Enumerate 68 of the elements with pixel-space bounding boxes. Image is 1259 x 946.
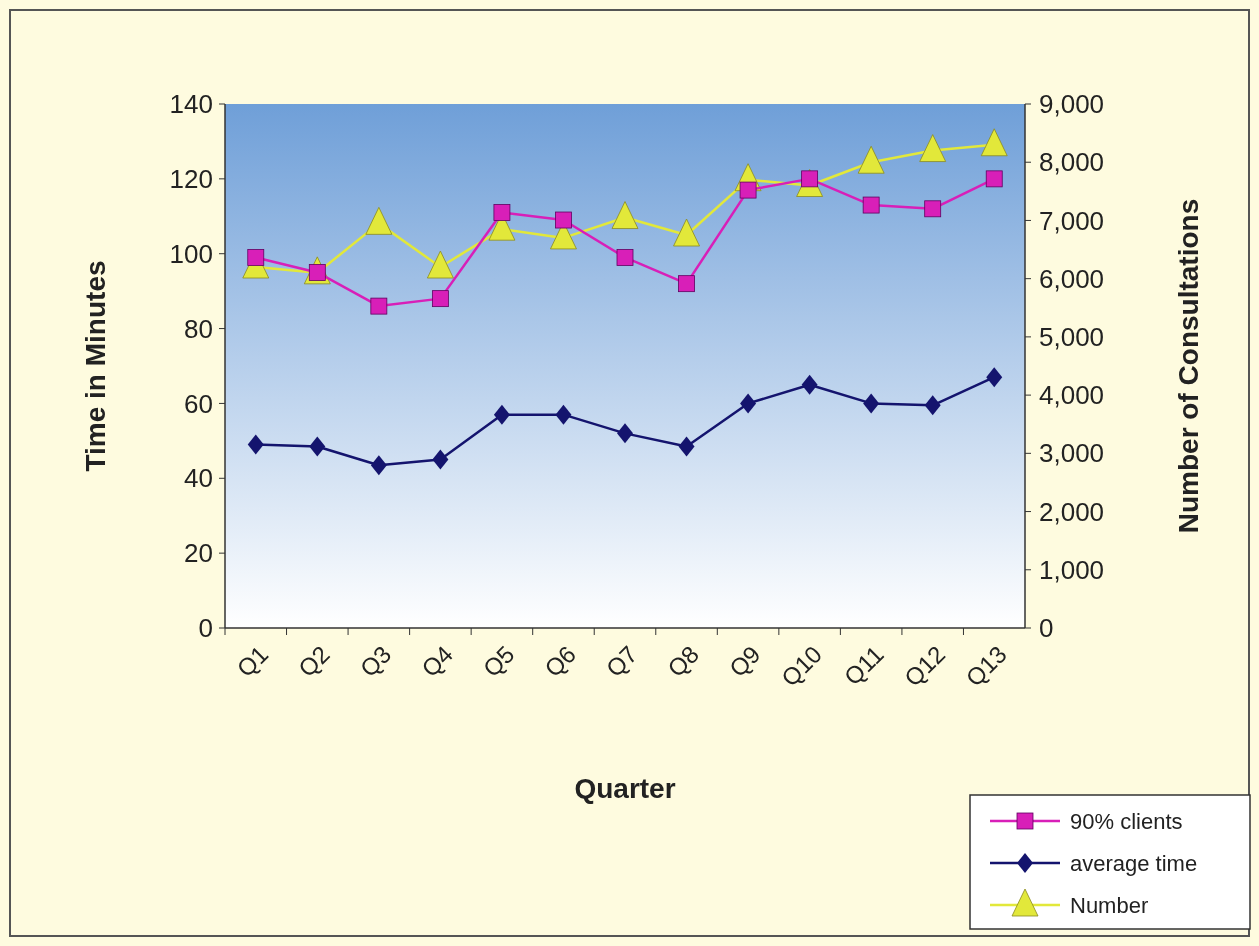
point — [611, 201, 639, 229]
point — [493, 404, 510, 425]
point — [980, 128, 1008, 157]
x-tick-label: Q4 — [416, 640, 458, 683]
y-tick-label: 120 — [169, 163, 213, 194]
point — [985, 170, 1003, 188]
point — [426, 250, 454, 279]
point — [370, 455, 387, 476]
y2-tick-label: 8,000 — [1039, 147, 1105, 178]
y-tick-label: 60 — [184, 388, 213, 419]
y-tick-label: 100 — [169, 238, 213, 269]
y2-axis-title: Number of Consultations — [1173, 198, 1204, 534]
point — [247, 434, 264, 455]
point — [862, 196, 880, 214]
y2-tick-label: 9,000 — [1039, 89, 1105, 120]
y2-tick-label: 1,000 — [1039, 554, 1105, 585]
y2-tick-label: 3,000 — [1039, 438, 1105, 469]
x-tick-label: Q5 — [477, 640, 520, 683]
x-tick-label: Q11 — [838, 640, 889, 691]
point — [555, 404, 572, 425]
point — [247, 249, 265, 266]
x-tick-label: Q8 — [662, 640, 705, 683]
x-tick-label: Q1 — [231, 640, 274, 683]
legend-label: 90% clients — [1070, 808, 1183, 834]
y-tick-label: 20 — [184, 538, 213, 569]
y-axis-title: Time in Minutes — [80, 260, 111, 472]
x-tick-label: Q12 — [898, 640, 951, 692]
point — [919, 134, 947, 162]
y2-tick-label: 7,000 — [1039, 205, 1105, 236]
x-tick-label: Q2 — [293, 640, 335, 683]
point — [616, 249, 634, 266]
legend-label: average time — [1070, 850, 1198, 876]
point — [739, 181, 757, 199]
legend-label: Number — [1070, 892, 1149, 918]
point — [555, 211, 572, 229]
x-tick-label: Q9 — [723, 640, 766, 683]
y2-tick-label: 4,000 — [1039, 380, 1105, 411]
point — [924, 395, 941, 416]
y2-tick-label: 0 — [1039, 613, 1054, 644]
y-tick-label: 0 — [198, 613, 213, 644]
y2-tick-label: 2,000 — [1039, 496, 1105, 527]
x-tick-label: Q3 — [354, 640, 397, 683]
point — [431, 290, 449, 308]
point — [678, 275, 695, 293]
y-tick-label: 80 — [184, 313, 213, 344]
point — [986, 367, 1003, 388]
point — [801, 374, 818, 395]
point — [857, 145, 885, 174]
point — [924, 200, 942, 218]
point — [673, 218, 700, 247]
x-tick-label: Q10 — [775, 640, 828, 692]
point — [678, 436, 695, 457]
y-tick-label: 140 — [169, 89, 213, 120]
point — [493, 204, 511, 221]
y2-tick-label: 6,000 — [1039, 263, 1105, 294]
x-tick-label: Q6 — [539, 640, 581, 683]
point — [365, 206, 393, 235]
point — [432, 449, 449, 470]
x-axis-title: Quarter — [574, 773, 676, 804]
point — [740, 393, 757, 414]
point — [863, 393, 880, 414]
x-tick-label: Q7 — [600, 640, 643, 683]
x-tick-label: Q13 — [960, 640, 1012, 692]
y-tick-label: 40 — [184, 463, 213, 494]
point — [617, 423, 633, 444]
point — [309, 436, 326, 457]
y2-tick-label: 5,000 — [1039, 321, 1105, 352]
point — [370, 297, 388, 315]
